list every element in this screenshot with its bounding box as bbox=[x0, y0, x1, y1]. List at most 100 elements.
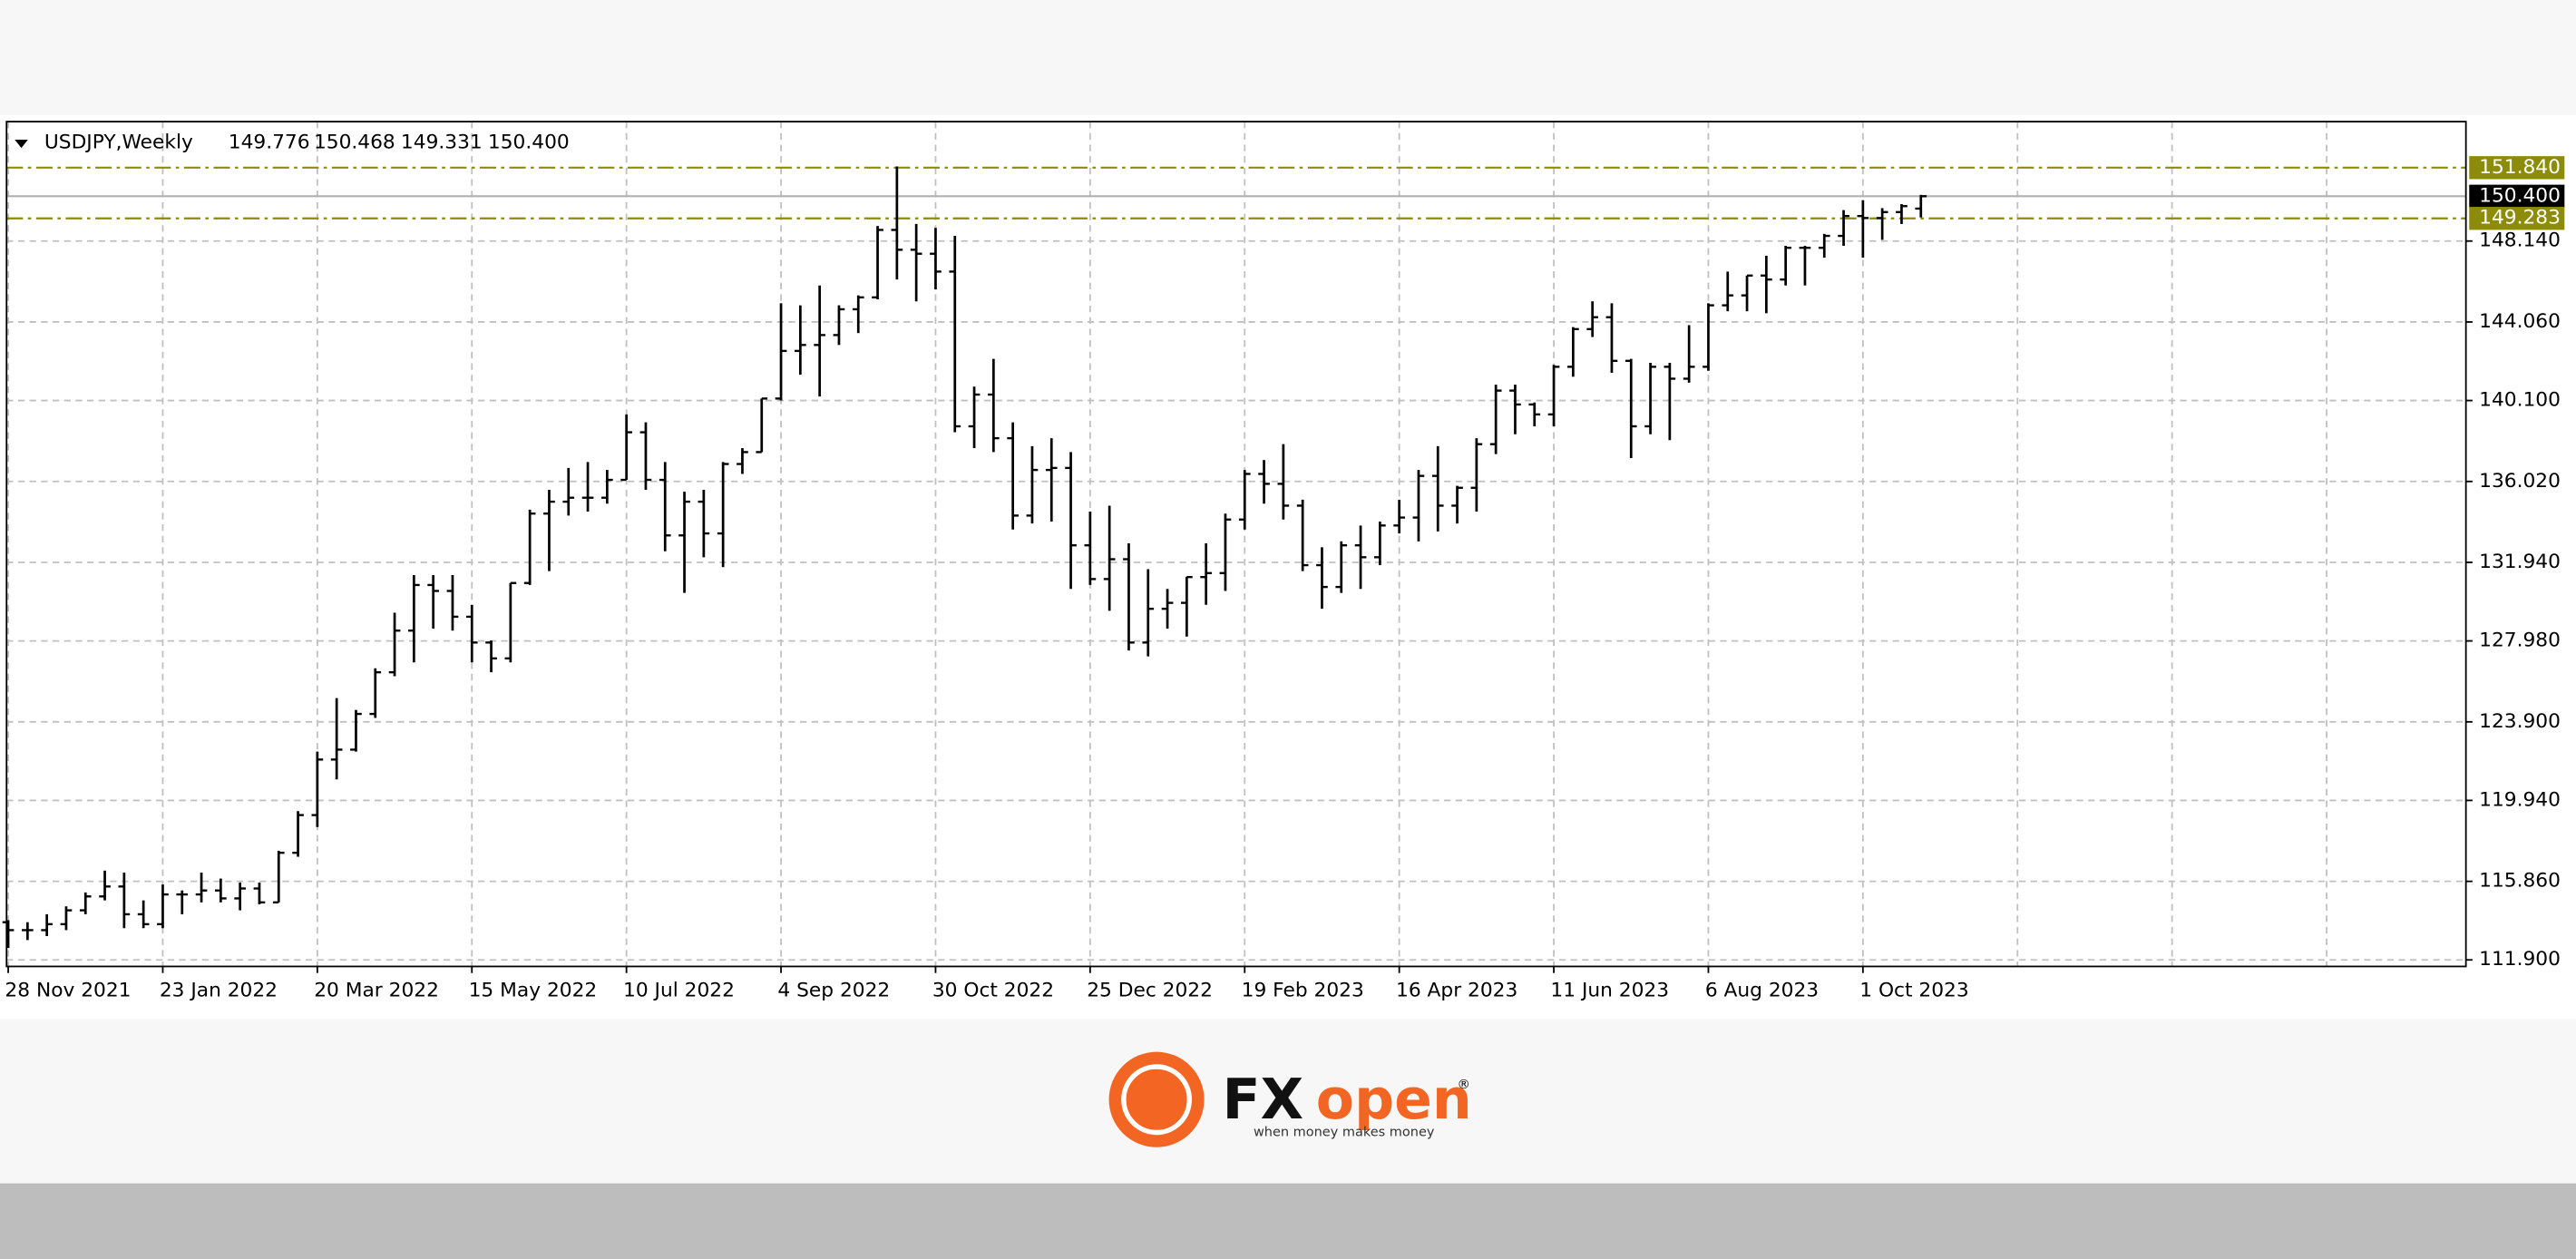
x-tick-label: 6 Aug 2023 bbox=[1705, 980, 1819, 1002]
ohlc-bar bbox=[775, 303, 787, 401]
ohlc-bar bbox=[215, 878, 227, 903]
ohlc-bar bbox=[1509, 385, 1521, 434]
ohlc-bar bbox=[118, 873, 131, 929]
ohlc-bar bbox=[195, 873, 208, 903]
x-tick-label: 16 Apr 2023 bbox=[1396, 980, 1517, 1002]
ohlc-bar bbox=[1838, 210, 1849, 246]
ohlc-bar bbox=[41, 913, 53, 937]
ohlc-bar bbox=[1470, 438, 1483, 512]
x-tick-label: 20 Mar 2022 bbox=[314, 980, 439, 1002]
ohlc-bar bbox=[930, 228, 942, 290]
ohlc-bar bbox=[330, 698, 343, 780]
ohlc-bar bbox=[1857, 200, 1869, 259]
x-tick-label: 19 Feb 2023 bbox=[1242, 980, 1364, 1002]
y-tick-label: 115.860 bbox=[2479, 870, 2561, 893]
x-tick-label: 4 Sep 2022 bbox=[777, 980, 890, 1002]
ohlc-bar bbox=[1412, 470, 1425, 542]
ohlc-bar bbox=[1722, 271, 1734, 312]
ohlc-bar bbox=[1065, 452, 1077, 590]
ohlc-bar bbox=[79, 892, 92, 914]
ohlc-bar bbox=[1780, 245, 1791, 286]
ohlc-bar bbox=[872, 226, 883, 300]
ohlc-bar bbox=[1761, 255, 1772, 314]
ohlc-bar bbox=[756, 397, 768, 454]
level-box bbox=[2469, 207, 2565, 230]
ohlc-bar bbox=[427, 574, 439, 630]
ohlc-bar bbox=[523, 509, 536, 585]
ohlc-bar bbox=[1799, 245, 1811, 286]
ohlc-bar bbox=[1335, 541, 1348, 593]
y-tick-label: 144.060 bbox=[2479, 310, 2561, 333]
ohlc-bar bbox=[1703, 303, 1714, 371]
ohlc-bar bbox=[1664, 363, 1676, 441]
ohlc-bar bbox=[1547, 365, 1560, 426]
ohlc-bar bbox=[543, 489, 555, 571]
ohlc-bar bbox=[852, 295, 864, 334]
ohlc-bar bbox=[1296, 499, 1309, 571]
ohlc-bar bbox=[1915, 194, 1927, 218]
ohlc-bar bbox=[620, 414, 632, 482]
ohlc-bar bbox=[1451, 485, 1463, 524]
ohlc-bar bbox=[1567, 327, 1579, 377]
ohlc-bar bbox=[137, 900, 150, 929]
ohlc-bar bbox=[1007, 422, 1019, 530]
ohlc-bar bbox=[1258, 460, 1270, 504]
menu-arrow[interactable] bbox=[15, 140, 28, 149]
ohlc-bar bbox=[659, 462, 671, 551]
ohlc-bar bbox=[99, 870, 111, 901]
ohlc-low: 149.331 bbox=[401, 132, 483, 154]
ohlc-bar bbox=[1818, 233, 1830, 259]
ohlc-bar bbox=[795, 305, 806, 376]
ohlc-bar bbox=[22, 922, 34, 941]
plot-frame bbox=[5, 121, 2467, 968]
ohlc-bar bbox=[1200, 543, 1212, 605]
ohlc-bar bbox=[1605, 303, 1618, 373]
logo-icon-ring bbox=[1121, 1064, 1193, 1136]
ohlc-bar bbox=[1277, 444, 1290, 520]
ohlc-bar bbox=[504, 581, 517, 663]
ohlc-bar bbox=[272, 850, 285, 904]
y-tick-label: 119.940 bbox=[2479, 788, 2561, 811]
ohlc-open: 149.776 bbox=[229, 132, 310, 154]
ohlc-bar bbox=[485, 640, 497, 673]
x-tick-label: 23 Jan 2022 bbox=[160, 980, 278, 1002]
ohlc-bar bbox=[1431, 445, 1444, 532]
ohlc-bar bbox=[1586, 301, 1598, 337]
ohlc-bar bbox=[176, 890, 189, 914]
x-tick-label: 28 Nov 2021 bbox=[5, 980, 131, 1002]
ohlc-bar bbox=[311, 751, 324, 827]
x-tick-label: 1 Oct 2023 bbox=[1859, 980, 1968, 1002]
ohlc-bar bbox=[601, 470, 613, 504]
ohlc-bar bbox=[1896, 204, 1908, 224]
ohlc-bar bbox=[1142, 569, 1155, 657]
y-tick-label: 127.980 bbox=[2479, 630, 2561, 652]
top-margin bbox=[0, 0, 2576, 115]
ohlc-bar bbox=[253, 882, 266, 905]
ohlc-bar bbox=[891, 166, 903, 280]
ohlc-bar bbox=[1181, 576, 1193, 637]
ohlc-bar bbox=[1644, 363, 1656, 434]
ohlc-bar bbox=[1393, 499, 1405, 534]
ohlc-bar bbox=[949, 236, 961, 433]
ohlc-bar bbox=[678, 492, 690, 593]
ohlc-bar bbox=[1219, 513, 1232, 591]
ohlc-bar bbox=[388, 612, 401, 677]
ohlc-bar bbox=[581, 462, 594, 512]
ohlc-bar bbox=[157, 884, 169, 929]
symbol: USDJPY,Weekly bbox=[44, 132, 193, 154]
level-box bbox=[2469, 156, 2565, 180]
ohlc-bar bbox=[1374, 521, 1386, 566]
ohlc-bar bbox=[833, 305, 845, 346]
logo-registered: ® bbox=[1458, 1078, 1470, 1092]
ohlc-bar bbox=[910, 223, 922, 302]
bars bbox=[2, 166, 1927, 949]
level-label: 149.283 bbox=[2479, 207, 2561, 229]
ohlc-bar bbox=[1528, 402, 1541, 426]
ohlc-bar bbox=[60, 906, 73, 931]
ohlc-bar bbox=[446, 574, 459, 631]
ohlc-close: 150.400 bbox=[488, 132, 570, 154]
ohlc-bar bbox=[988, 358, 1000, 453]
ohlc-bar bbox=[814, 285, 825, 397]
ohlc-bar bbox=[698, 489, 710, 558]
